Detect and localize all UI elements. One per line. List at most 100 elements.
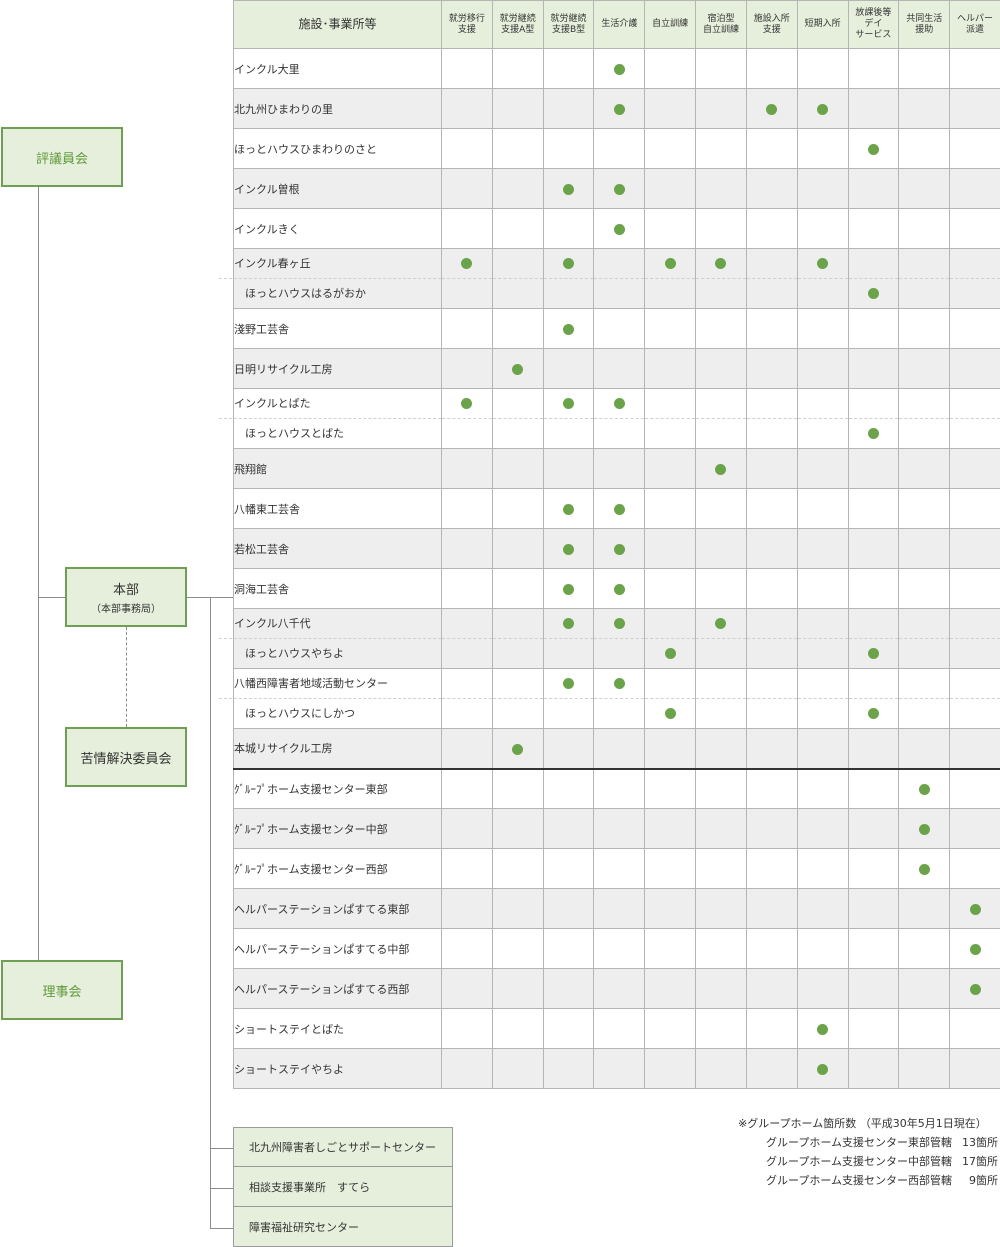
facility-name: インクルとばた xyxy=(234,397,311,410)
sub-row-divider xyxy=(899,278,950,279)
service-mark-dot xyxy=(613,397,625,409)
service-cell xyxy=(898,168,951,209)
column-header-line: 生活介護 xyxy=(601,19,638,29)
service-cell xyxy=(593,528,646,569)
sub-row-divider xyxy=(797,418,848,419)
table-row: ｸﾞﾙｰﾌﾟホーム支援センター東部 xyxy=(233,767,1000,809)
service-cell xyxy=(644,808,697,849)
table-row: ヘルパーステーションぱすてる西部 xyxy=(233,968,1000,1009)
column-header-line: 宿泊型 xyxy=(707,13,735,24)
service-mark-dot xyxy=(867,707,879,719)
sub-row-divider xyxy=(746,418,797,419)
service-cell xyxy=(593,308,646,349)
service-cell xyxy=(847,728,900,769)
column-header-line: サービス xyxy=(855,30,892,40)
service-cell xyxy=(491,488,544,529)
column-header-line: 支援 xyxy=(457,24,476,35)
service-cell xyxy=(441,808,493,849)
service-mark-dot xyxy=(867,143,879,155)
service-cell xyxy=(593,488,646,529)
service-cell xyxy=(644,308,697,349)
service-cell xyxy=(898,568,951,609)
service-cell xyxy=(745,48,798,89)
facility-name: ヘルパーステーションぱすてる西部 xyxy=(234,982,410,996)
facility-name: ほっとハウスはるがおか xyxy=(219,278,441,308)
service-cell xyxy=(695,208,747,249)
facility-name-cell: インクル曽根 xyxy=(233,168,442,209)
service-mark-wrap xyxy=(544,583,594,595)
service-mark-dot xyxy=(918,784,930,795)
service-cell xyxy=(796,767,849,809)
service-mark-wrap xyxy=(950,903,1000,915)
service-mark-dot xyxy=(613,183,625,195)
sub-row-divider xyxy=(594,698,645,699)
table-row: ヘルパーステーションぱすてる東部 xyxy=(233,888,1000,929)
notes-label: グループホーム支援センター中部管轄 xyxy=(765,1155,952,1168)
service-cell xyxy=(491,1008,544,1049)
service-mark-dot xyxy=(867,427,879,439)
sub-row-divider xyxy=(696,418,746,419)
service-cell xyxy=(695,728,747,769)
service-mark-wrap xyxy=(594,223,644,235)
service-mark-wrap xyxy=(594,617,644,629)
table-row: ヘルパーステーションぱすてる中部 xyxy=(233,928,1000,969)
service-cell xyxy=(745,728,798,769)
service-cell xyxy=(949,168,1000,209)
service-mark-wrap xyxy=(696,257,746,269)
service-cell xyxy=(796,568,849,609)
service-cell xyxy=(593,728,646,769)
table-row: インクルとばた ほっとハウスとばた xyxy=(219,388,1000,449)
service-cell xyxy=(695,88,747,129)
service-mark-dot xyxy=(563,543,575,555)
service-cell xyxy=(745,1008,798,1049)
service-cell xyxy=(898,928,951,969)
service-cell xyxy=(644,248,697,309)
service-cell xyxy=(695,388,747,449)
service-cell xyxy=(949,528,1000,569)
column-header: ヘルパー 派遣 xyxy=(949,0,1000,49)
service-cell xyxy=(847,848,900,889)
service-cell xyxy=(593,348,646,389)
service-cell xyxy=(491,808,544,849)
table-body: インクル大里 北九州ひまわりの里 ほっとハウスひまわりのさと インクル曽根 インクルきく… xyxy=(219,48,1000,1089)
service-cell xyxy=(949,448,1000,489)
service-cell xyxy=(847,968,900,1009)
service-cell xyxy=(441,888,493,929)
unit-connector-3 xyxy=(210,1228,233,1229)
column-header: 生活介護 xyxy=(593,0,646,49)
facility-name: インクル春ヶ丘 xyxy=(234,257,311,270)
service-cell xyxy=(491,888,544,929)
service-mark-dot xyxy=(563,257,575,269)
column-header-line: 就労継続 xyxy=(550,13,587,24)
service-cell xyxy=(542,767,595,809)
service-cell xyxy=(593,568,646,609)
column-header: 就労継続 支援A型 xyxy=(491,0,544,49)
service-mark-dot xyxy=(613,617,625,629)
table-row: 北九州ひまわりの里 xyxy=(233,88,1000,129)
service-mark-dot xyxy=(563,617,575,629)
facility-name: インクル大里 xyxy=(234,62,300,76)
service-cell xyxy=(745,128,798,169)
service-cell xyxy=(441,168,493,209)
service-mark-wrap xyxy=(544,677,594,689)
headquarters-box: 本部 （本部事務局） xyxy=(65,567,187,627)
service-mark-wrap xyxy=(544,257,594,269)
service-cell xyxy=(441,568,493,609)
facility-name-cell: 若松工芸舎 xyxy=(233,528,442,569)
service-cell xyxy=(745,348,798,389)
sub-row-divider xyxy=(848,698,899,699)
unit-connector-1 xyxy=(210,1148,233,1149)
service-cell xyxy=(542,528,595,569)
column-header-line: ヘルパー xyxy=(957,13,994,24)
column-header-line: 放課後等 xyxy=(855,8,892,18)
service-cell xyxy=(542,568,595,609)
service-mark-wrap xyxy=(747,103,797,115)
service-cell xyxy=(847,88,900,129)
sub-row-divider xyxy=(797,638,848,639)
service-cell xyxy=(898,308,951,349)
service-cell xyxy=(796,48,849,89)
service-cell xyxy=(796,888,849,929)
service-cell xyxy=(593,448,646,489)
service-cell xyxy=(695,448,747,489)
service-cell xyxy=(745,968,798,1009)
